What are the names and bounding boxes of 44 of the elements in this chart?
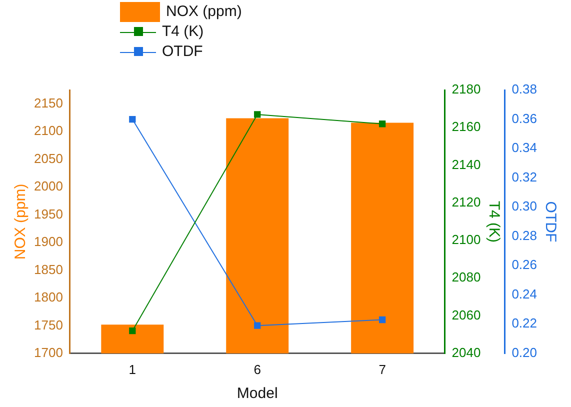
y-axis-title: NOX (ppm) (12, 184, 30, 260)
y2-axis-title: T4 (K) (486, 200, 503, 243)
y-tick-label: 2150 (34, 95, 63, 110)
y-tick-label: 1800 (34, 290, 63, 305)
point (129, 116, 136, 123)
point (254, 111, 261, 118)
legend-label: OTDF (162, 42, 203, 62)
y3-tick-label: 0.36 (512, 110, 538, 126)
point (254, 322, 261, 329)
legend-label: T4 (K) (162, 22, 204, 42)
y2-tick-label: 2180 (452, 82, 481, 97)
y3-tick-label: 0.20 (512, 344, 538, 360)
y-tick-label: 2100 (34, 123, 63, 138)
y-tick-label: 1700 (34, 344, 63, 360)
y-tick-label: 2050 (34, 150, 63, 166)
point (378, 316, 386, 324)
y-tick-label: 1900 (34, 234, 63, 250)
x-axis-title: Model (236, 385, 278, 402)
x-tick-label: 1 (128, 362, 136, 377)
y2-tick-label: 2080 (452, 270, 481, 285)
y3-axis-title: OTDF (542, 201, 559, 242)
y3-tick-label: 0.38 (512, 82, 538, 97)
x-tick-label: 7 (378, 362, 386, 377)
y3-tick-label: 0.34 (512, 140, 538, 156)
point (378, 120, 386, 128)
y2-tick-label: 2100 (452, 232, 481, 248)
y2-tick-label: 2140 (452, 156, 481, 172)
point (129, 327, 136, 334)
y2-tick-label: 2040 (452, 344, 481, 360)
y3-tick-label: 0.22 (512, 316, 538, 331)
legend-label: NOX (ppm) (166, 2, 242, 22)
y-tick-label: 1850 (34, 262, 63, 277)
y2-tick-label: 2120 (452, 194, 481, 210)
y3-tick-label: 0.24 (512, 286, 538, 302)
y3-tick-label: 0.32 (512, 169, 538, 184)
y-tick-label: 1950 (34, 206, 63, 222)
x-tick-label: 6 (254, 362, 261, 377)
y3-tick-label: 0.28 (512, 228, 538, 243)
y2-tick-label: 2060 (452, 307, 481, 322)
y-tick-label: 1750 (34, 317, 63, 332)
y3-tick-label: 0.30 (512, 198, 538, 214)
y-tick-label: 2000 (34, 178, 63, 194)
y2-tick-label: 2160 (452, 119, 481, 134)
y3-tick-label: 0.26 (512, 257, 538, 272)
